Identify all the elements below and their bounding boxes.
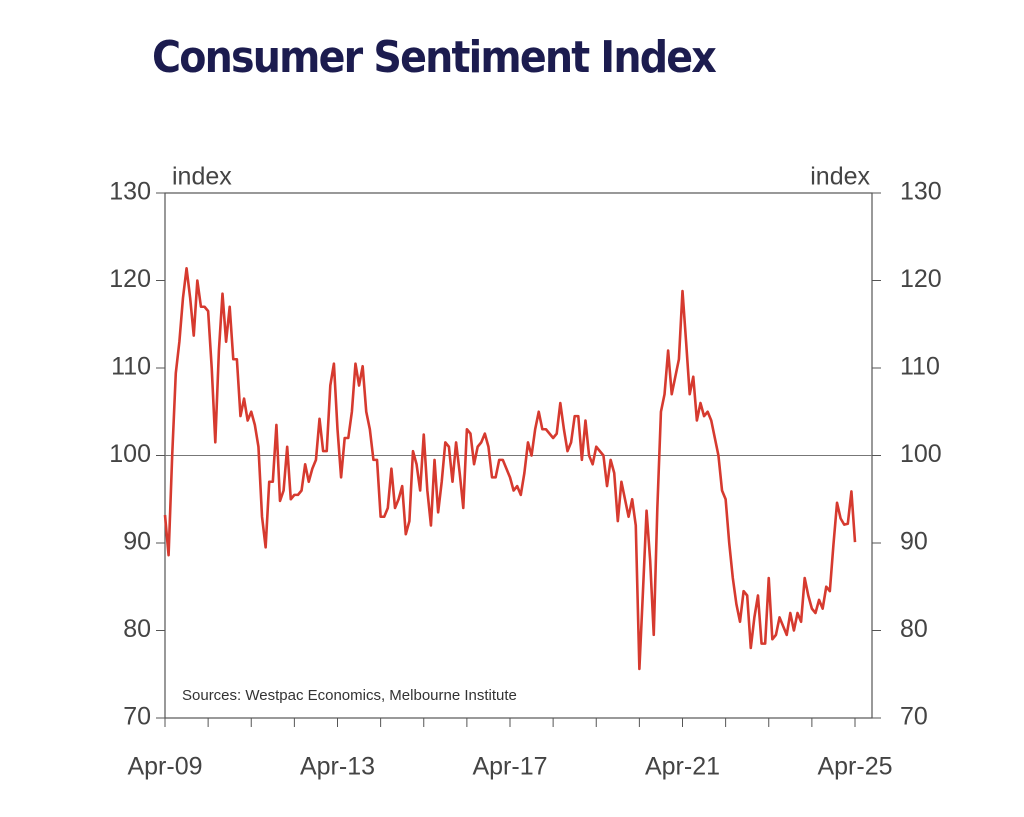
chart-title: Consumer Sentiment Index xyxy=(152,31,717,83)
y-axis-label: index xyxy=(172,163,232,191)
y2-tick-label: 90 xyxy=(900,528,928,556)
x-tick-label: Apr-17 xyxy=(472,753,547,781)
y-tick-label: 110 xyxy=(111,353,151,381)
y-tick-label: 70 xyxy=(123,703,151,731)
data-line xyxy=(163,266,857,671)
y2-tick-label: 80 xyxy=(900,615,928,643)
source-note: Sources: Westpac Economics, Melbourne In… xyxy=(182,687,517,704)
y2-tick-label: 120 xyxy=(900,265,942,293)
x-tick-label: Apr-21 xyxy=(645,753,720,781)
y-tick-label: 130 xyxy=(109,178,151,206)
y-tick-label: 100 xyxy=(109,440,151,468)
y2-tick-label: 110 xyxy=(900,353,940,381)
y-tick-label: 120 xyxy=(109,265,151,293)
y2-tick-label: 70 xyxy=(900,703,928,731)
x-tick-label: Apr-13 xyxy=(300,753,375,781)
x-tick-label: Apr-09 xyxy=(127,753,202,781)
y-tick-label: 80 xyxy=(123,615,151,643)
y-tick-label: 90 xyxy=(123,528,151,556)
y2-tick-label: 100 xyxy=(900,440,942,468)
y2-axis-label: index xyxy=(810,163,870,191)
y2-tick-label: 130 xyxy=(900,178,942,206)
x-tick-label: Apr-25 xyxy=(817,753,892,781)
